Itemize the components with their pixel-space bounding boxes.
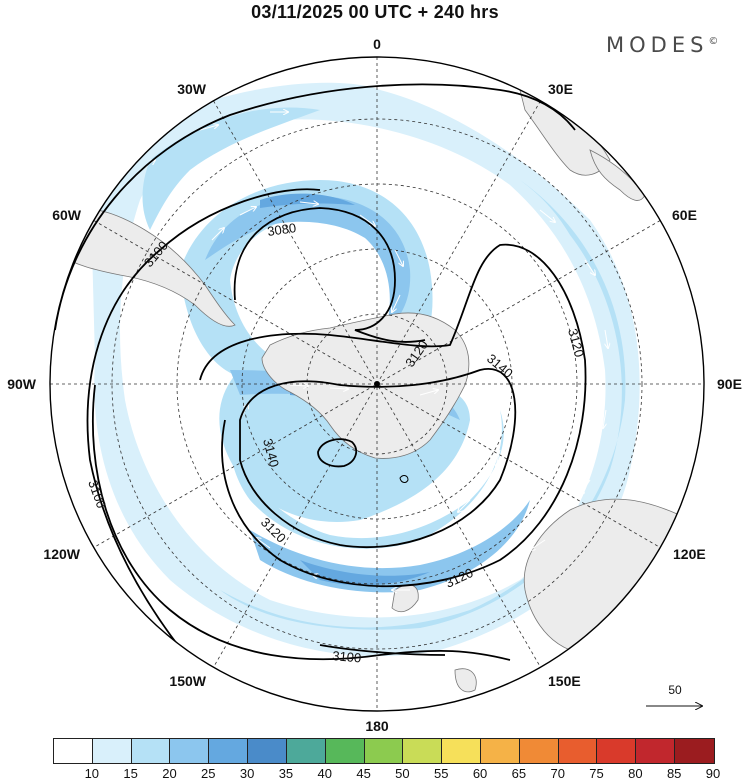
colorbar-cell <box>54 739 93 763</box>
colorbar-cell <box>325 739 365 763</box>
south-pole-marker <box>374 381 380 387</box>
colorbar-tick-label: 60 <box>472 766 488 781</box>
colorbar-tick-label: 90 <box>705 766 721 781</box>
colorbar-cell <box>170 739 210 763</box>
colorbar-cell <box>403 739 443 763</box>
modes-logo: MODES© <box>606 33 718 57</box>
contour-closed-low <box>317 438 358 468</box>
colorbar-tick-label: 40 <box>317 766 332 781</box>
south-america-land <box>59 208 236 327</box>
lon-label-90w: 90W <box>7 376 37 392</box>
colorbar-tick-label: 10 <box>84 766 100 781</box>
colorbar-cell <box>92 739 132 763</box>
contour-3100-west <box>86 188 321 691</box>
colorbar-tick-label: 15 <box>123 766 138 781</box>
contour-3080 <box>233 207 426 343</box>
colorbar-tick-label: 20 <box>162 766 177 781</box>
wind-speed-colorbar <box>53 738 715 764</box>
colorbar-tick-label: 25 <box>201 766 216 781</box>
madagascar-land <box>589 149 646 201</box>
contour-3140 <box>239 368 517 549</box>
map-disc: 3100 3100 3080 3120 3140 3120 3140 3120 … <box>50 57 704 711</box>
colorbar-cell <box>558 739 598 763</box>
colorbar-cell <box>209 739 249 763</box>
map-title: 03/11/2025 00 UTC + 240 hrs <box>251 2 499 22</box>
contour-label: 3080 <box>266 220 297 239</box>
contour-label: 3100 <box>332 648 362 665</box>
copyright-mark: © <box>708 36 719 47</box>
contour-3120 <box>199 243 587 588</box>
colorbar-cell <box>480 739 520 763</box>
wind-vectors <box>139 112 608 590</box>
brand-name: MODES <box>606 33 709 57</box>
lon-label-150e: 150E <box>548 673 581 689</box>
contour-3100-label-segment <box>319 644 446 656</box>
reference-vector-label: 50 <box>668 683 682 697</box>
contour-label: 3140 <box>260 437 282 469</box>
colorbar-tick-label: 30 <box>239 766 255 781</box>
colorbar-cell <box>131 739 171 763</box>
lon-label-150w: 150W <box>169 673 206 689</box>
contour-label: 3120 <box>565 327 587 359</box>
contour-3100-south <box>92 384 511 661</box>
lon-label-120e: 120E <box>673 546 706 562</box>
contour-3100-north <box>54 83 576 331</box>
longitude-labels: 0 30E 60E 90E 120E 150E 180 150W 120W 90… <box>7 36 742 734</box>
lon-label-60w: 60W <box>52 207 82 223</box>
colorbar-tick-label: 65 <box>511 766 527 781</box>
map-boundary <box>49 56 705 712</box>
colorbar-tick-label: 35 <box>278 766 294 781</box>
colorbar-tick-label: 55 <box>434 766 449 781</box>
colorbar-cell <box>364 739 404 763</box>
colorbar-tick-label: 70 <box>550 766 565 781</box>
colorbar-cell <box>636 739 675 763</box>
reference-vector: 50 <box>646 683 702 706</box>
colorbar-cell <box>286 739 326 763</box>
colorbar-tick-label: 85 <box>666 766 682 781</box>
colorbar-cell <box>519 739 559 763</box>
colorbar-cell <box>442 739 481 763</box>
lon-label-120w: 120W <box>43 546 80 562</box>
lon-label-30e: 30E <box>548 81 573 97</box>
tasmania-land <box>454 668 477 693</box>
colorbar-tick-label: 80 <box>628 766 643 781</box>
lon-label-0: 0 <box>373 36 381 52</box>
lon-label-180: 180 <box>365 718 389 734</box>
colorbar-cell <box>597 739 637 763</box>
colorbar-tick-label: 50 <box>395 766 410 781</box>
colorbar-tick-label: 75 <box>589 766 604 781</box>
colorbar-cell <box>248 739 287 763</box>
lon-label-90e: 90E <box>717 376 742 392</box>
colorbar-labels: 10 15 20 25 30 35 40 45 50 55 60 65 70 75 80 85 90 <box>53 766 721 782</box>
contour-small-cell <box>399 475 409 483</box>
colorbar-tick-label: 45 <box>356 766 371 781</box>
lon-label-60e: 60E <box>672 207 697 223</box>
colorbar-cell <box>675 739 714 763</box>
lon-label-30w: 30W <box>177 81 207 97</box>
height-contours <box>54 83 587 691</box>
